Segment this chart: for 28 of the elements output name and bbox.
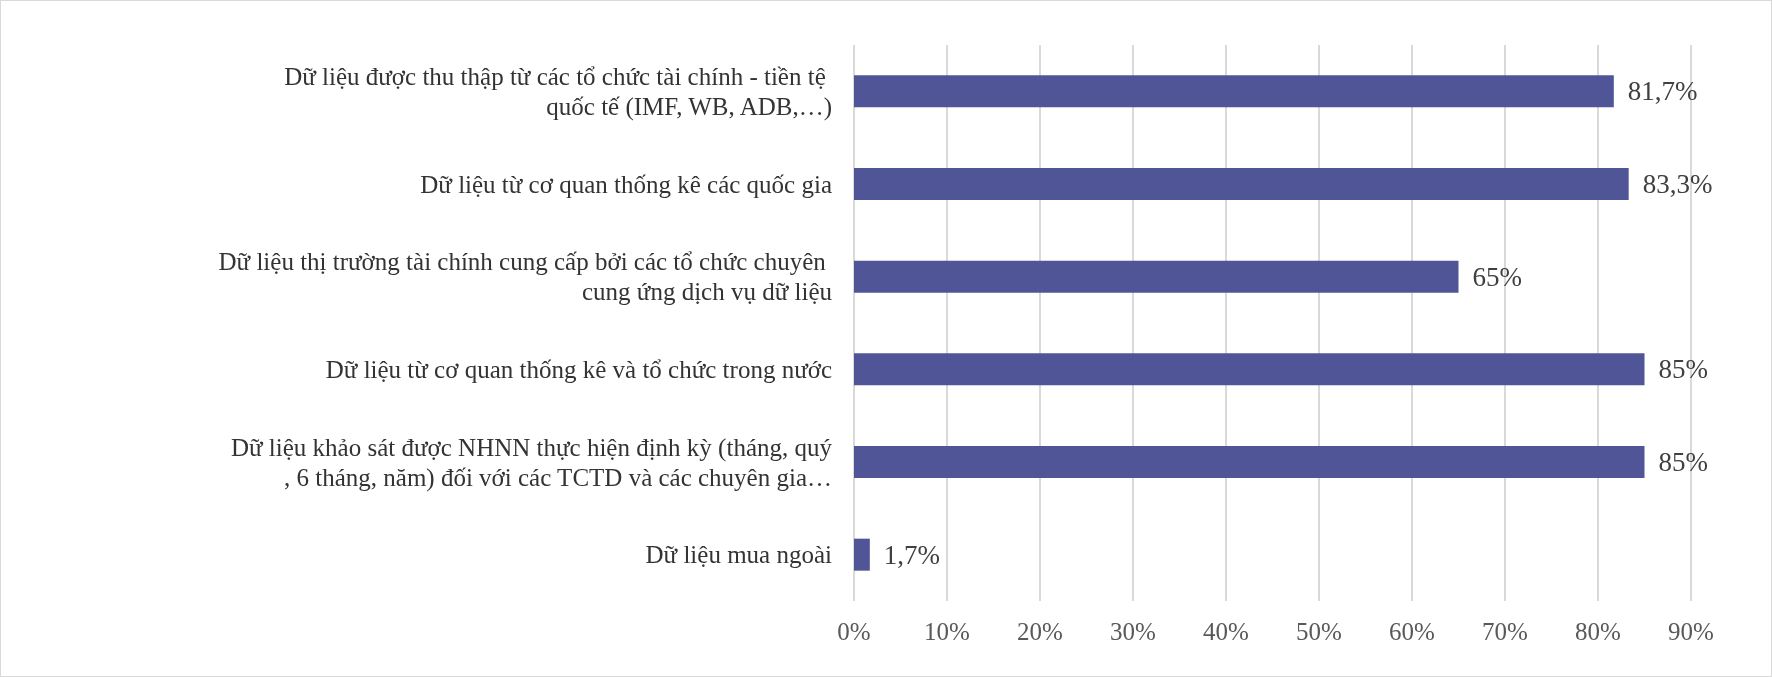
x-tick-label: 80% (1575, 618, 1621, 645)
y-tick-label: Dữ liệu từ cơ quan thống kê và tổ chức trong nước (325, 355, 832, 383)
bar (854, 260, 1459, 293)
data-label: 83,3% (1642, 169, 1713, 199)
x-tick-label: 10% (924, 618, 970, 645)
bar (854, 75, 1614, 108)
y-tick-label: Dữ liệu mua ngoài (645, 541, 833, 569)
x-tick-label: 30% (1110, 618, 1156, 645)
x-tick-label: 0% (837, 618, 871, 645)
x-tick-label: 50% (1296, 618, 1342, 645)
x-tick-label: 70% (1482, 618, 1528, 645)
bar (854, 538, 870, 571)
y-tick-label: Dữ liệu từ cơ quan thống kê các quốc gia (420, 170, 832, 198)
data-label: 85% (1658, 354, 1708, 385)
bar (854, 446, 1645, 478)
data-label: 65% (1472, 261, 1522, 292)
y-tick-label: Dữ liệu được thu thập từ các tổ chức tài chính - tiền tệ quốc tế (IMF, WB, ADB,…) (284, 62, 832, 121)
x-tick-label: 60% (1389, 618, 1435, 645)
x-tick-label: 40% (1203, 618, 1249, 645)
y-tick-label: Dữ liệu thị trường tài chính cung cấp bởi các tổ chức chuyên cung ứng dịch vụ dữ liệu (218, 248, 833, 306)
data-label: 85% (1658, 447, 1708, 477)
y-tick-label: Dữ liệu khảo sát được NHNN thực hiện định kỳ (tháng, quý, 6 tháng, năm) đối với các TCTD và các chuyên gia… (231, 433, 833, 492)
x-tick-label: 20% (1017, 618, 1063, 645)
data-label: 81,7% (1627, 76, 1698, 107)
bar (854, 353, 1645, 386)
x-tick-label: 90% (1668, 618, 1714, 645)
data-label: 1,7% (883, 539, 941, 570)
bar (854, 168, 1629, 200)
